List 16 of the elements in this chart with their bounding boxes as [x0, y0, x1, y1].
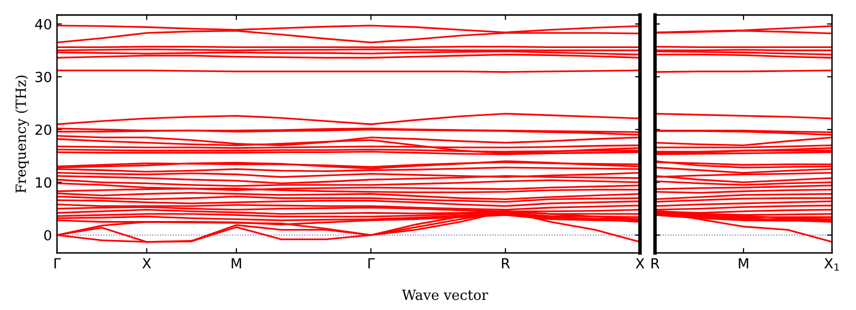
y-tick-label: 0	[44, 230, 52, 241]
y-tick-label: 30	[36, 72, 52, 82]
x-tick-label: R	[652, 258, 660, 268]
y-tick-label: 40	[35, 18, 52, 30]
x-tick-label: X$_{1}$	[824, 258, 839, 271]
x-tick-label: X	[636, 258, 644, 268]
x-tick-label: R	[502, 258, 510, 268]
y-axis-title: Frequency (THz)	[15, 76, 29, 193]
x-tick-label: M	[232, 258, 242, 268]
x-tick-label: X	[142, 258, 152, 268]
y-tick-label: 20	[35, 124, 52, 135]
x-tick-label: Γ	[368, 258, 375, 268]
x-axis-title: Wave vector	[402, 290, 488, 300]
y-tick-label: 10	[36, 177, 52, 188]
x-tick-label: Γ	[54, 258, 61, 268]
x-tick-label: M	[738, 258, 748, 268]
